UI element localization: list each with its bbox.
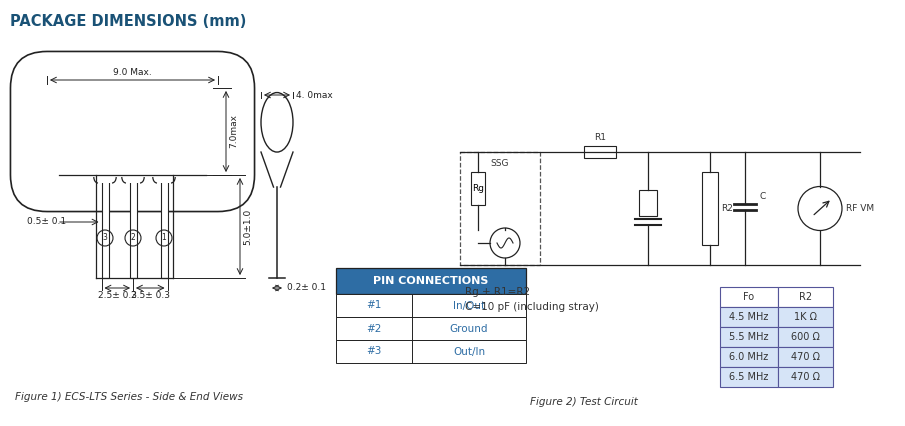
Bar [157,160,171,183]
Text: Rg: Rg [472,184,484,193]
Text: 2.5± 0.3: 2.5± 0.3 [98,291,137,300]
Text: 0.2± 0.1: 0.2± 0.1 [287,283,326,293]
Text: Figure 2) Test Circuit: Figure 2) Test Circuit [530,397,638,407]
Text: 470 Ω: 470 Ω [791,372,820,382]
Text: C: C [759,192,766,201]
Bar [584,146,616,158]
Text: 9.0 Max.: 9.0 Max. [113,68,152,77]
Text: 6.0 MHz: 6.0 MHz [729,352,768,362]
Text: 7.0max: 7.0max [229,115,238,149]
FancyBboxPatch shape [778,367,833,387]
Text: 0.5± 0.1: 0.5± 0.1 [27,218,66,227]
Text: Out/In: Out/In [452,346,485,357]
Text: 1: 1 [162,233,167,242]
Text: SSG: SSG [491,159,510,169]
Bar [160,173,167,278]
Text: 4. 0max: 4. 0max [296,90,333,100]
Bar [101,173,109,278]
Bar [126,160,140,183]
Text: 2: 2 [130,233,136,242]
FancyBboxPatch shape [720,307,778,327]
Text: PACKAGE DIMENSIONS (mm): PACKAGE DIMENSIONS (mm) [10,14,246,29]
Text: 470 Ω: 470 Ω [791,352,820,362]
Text: 6.5 MHz: 6.5 MHz [729,372,768,382]
Text: 5.5 MHz: 5.5 MHz [729,332,768,342]
Bar [639,190,657,216]
FancyBboxPatch shape [11,52,254,212]
FancyBboxPatch shape [336,294,526,317]
Text: R2: R2 [799,292,812,302]
Text: #3: #3 [367,346,382,357]
FancyBboxPatch shape [778,307,833,327]
Text: 3: 3 [102,233,108,242]
Text: C=10 pF (including stray): C=10 pF (including stray) [465,302,599,312]
Text: R1: R1 [594,133,606,142]
FancyBboxPatch shape [336,340,526,363]
Text: Figure 1) ECS-LTS Series - Side & End Views: Figure 1) ECS-LTS Series - Side & End Vi… [15,392,243,402]
FancyBboxPatch shape [720,347,778,367]
FancyBboxPatch shape [778,287,833,307]
Bar [129,173,137,278]
Text: PIN CONNECTIONS: PIN CONNECTIONS [374,276,489,286]
Bar [98,160,112,183]
Text: 1K Ω: 1K Ω [794,312,817,322]
FancyBboxPatch shape [336,317,526,340]
Text: 2.5± 0.3: 2.5± 0.3 [130,291,170,300]
Text: Rg + R1=R2: Rg + R1=R2 [465,287,530,297]
FancyBboxPatch shape [720,327,778,347]
Text: In/Out: In/Out [452,300,485,311]
Text: #1: #1 [367,300,382,311]
Text: 600 Ω: 600 Ω [791,332,820,342]
Text: Ground: Ground [450,323,489,334]
FancyBboxPatch shape [460,152,540,265]
FancyBboxPatch shape [720,367,778,387]
Text: R2: R2 [721,204,733,213]
FancyBboxPatch shape [778,347,833,367]
Bar [471,172,485,205]
Text: 4.5 MHz: 4.5 MHz [729,312,768,322]
Text: Fo: Fo [743,292,755,302]
Text: #2: #2 [367,323,382,334]
FancyBboxPatch shape [720,287,778,307]
FancyBboxPatch shape [336,268,526,294]
FancyBboxPatch shape [778,327,833,347]
Text: RF VM: RF VM [846,204,874,213]
Bar [702,172,718,245]
Text: 5.0±1.0: 5.0±1.0 [243,208,252,245]
